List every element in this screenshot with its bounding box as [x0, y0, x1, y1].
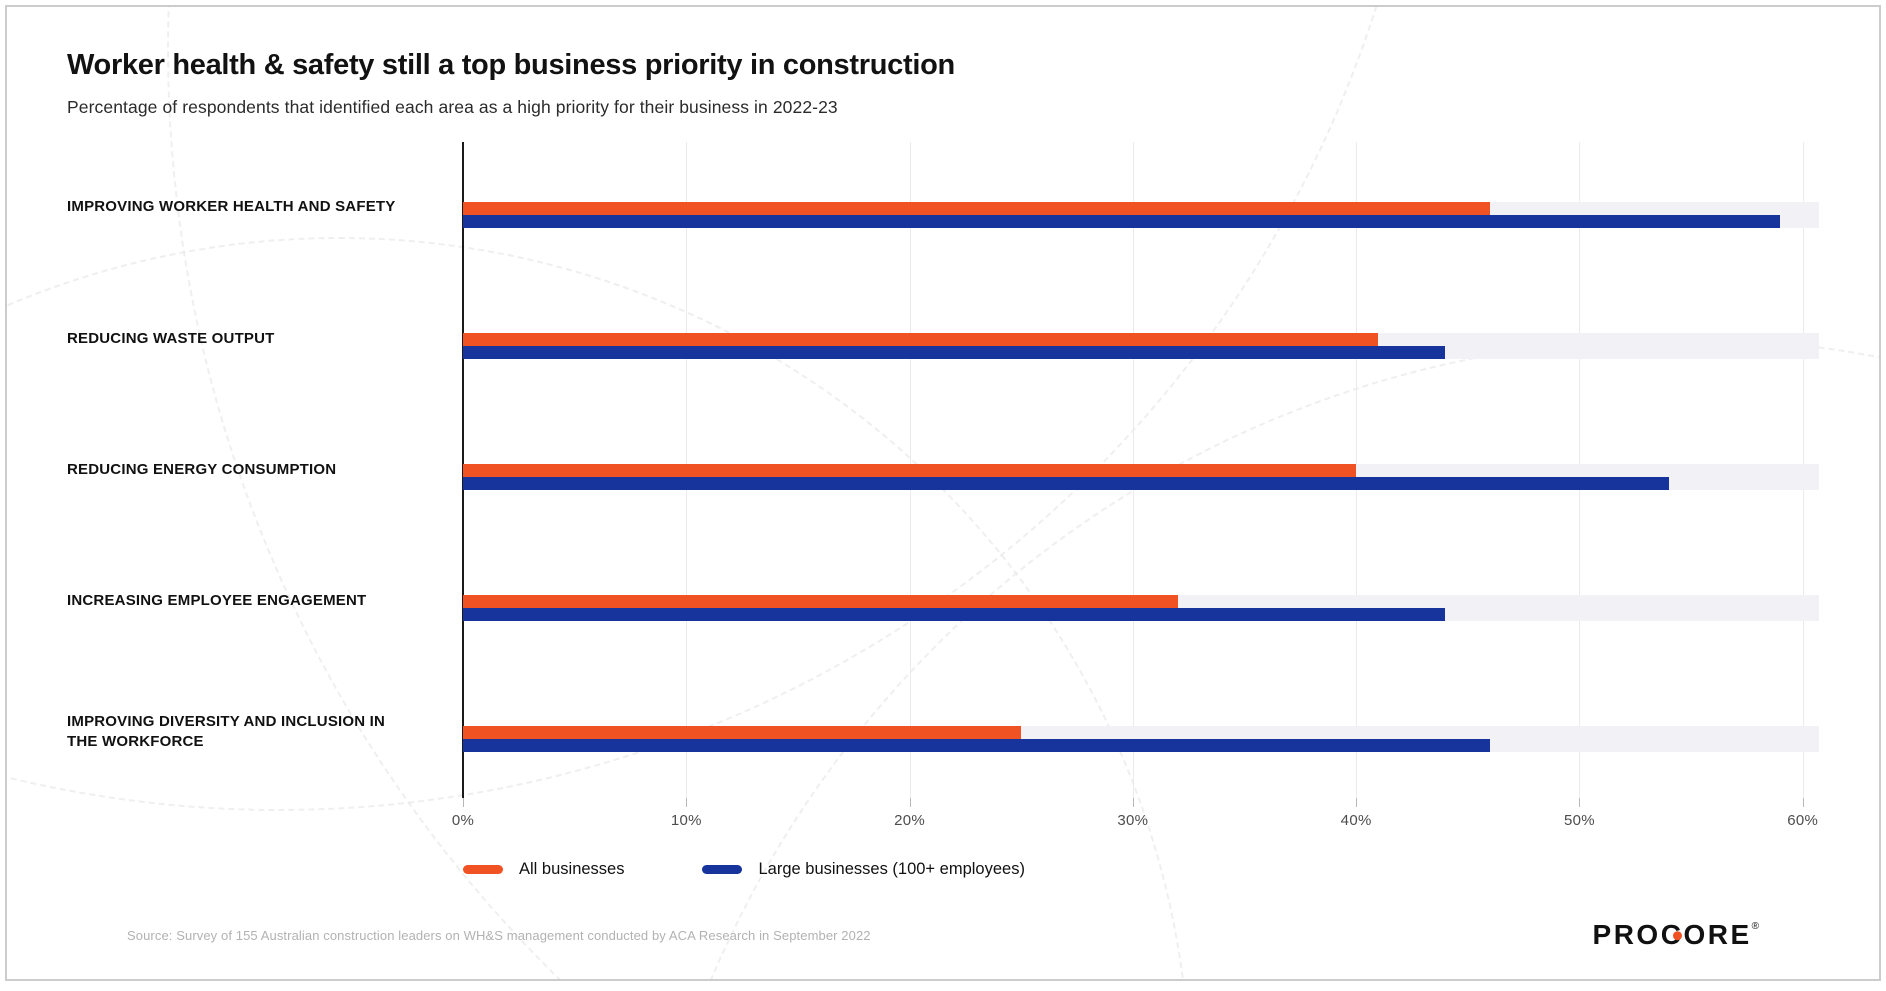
bar-row — [463, 667, 1819, 798]
bar-track — [463, 202, 1819, 215]
bar-all-businesses — [463, 464, 1356, 477]
grouped-bar-chart: IMPROVING WORKER HEALTH AND SAFETY REDUCI… — [67, 142, 1819, 798]
logo-letter-c: C — [1661, 921, 1684, 949]
axis-tick-mark — [1803, 798, 1804, 807]
category-label: REDUCING ENERGY CONSUMPTION — [67, 460, 336, 480]
bar-rows — [463, 142, 1819, 798]
bar-all-businesses — [463, 202, 1490, 215]
legend-label: Large businesses (100+ employees) — [758, 860, 1024, 879]
legend-item: All businesses — [463, 860, 624, 879]
category-label: IMPROVING WORKER HEALTH AND SAFETY — [67, 197, 395, 217]
bar-track — [463, 333, 1819, 346]
bar-track — [463, 739, 1819, 752]
bar-track — [463, 477, 1819, 490]
logo-orange-dot — [1673, 931, 1682, 940]
axis-tick-label: 30% — [1117, 812, 1148, 829]
axis-tick-label: 20% — [894, 812, 925, 829]
bar-track — [463, 346, 1819, 359]
bar-row — [463, 404, 1819, 535]
legend-swatch — [463, 865, 503, 874]
bar-all-businesses — [463, 595, 1178, 608]
axis-tick-label: 50% — [1564, 812, 1595, 829]
source-note: Source: Survey of 155 Australian constru… — [127, 928, 871, 943]
axis-tick-mark — [463, 798, 464, 807]
bar-row — [463, 536, 1819, 667]
registered-mark: ® — [1752, 922, 1759, 932]
axis-tick-label: 10% — [671, 812, 702, 829]
legend-label: All businesses — [519, 860, 624, 879]
bar-track — [463, 608, 1819, 621]
bar-large-businesses-100-employees- — [463, 346, 1445, 359]
bar-large-businesses-100-employees- — [463, 608, 1445, 621]
logo-text-post: ORE — [1683, 921, 1751, 949]
legend-swatch — [702, 865, 742, 874]
category-label: IMPROVING DIVERSITY AND INCLUSION IN THE… — [67, 712, 397, 753]
bar-large-businesses-100-employees- — [463, 739, 1490, 752]
bar-track — [463, 726, 1819, 739]
axis-tick-mark — [1579, 798, 1580, 807]
axis-tick-label: 0% — [452, 812, 474, 829]
legend-item: Large businesses (100+ employees) — [702, 860, 1024, 879]
bar-track — [463, 464, 1819, 477]
bar-row — [463, 273, 1819, 404]
bar-large-businesses-100-employees- — [463, 215, 1780, 228]
axis-tick-mark — [1133, 798, 1134, 807]
bar-all-businesses — [463, 726, 1021, 739]
axis-tick-label: 60% — [1787, 812, 1818, 829]
category-label: REDUCING WASTE OUTPUT — [67, 329, 275, 349]
page-subtitle: Percentage of respondents that identifie… — [67, 97, 1819, 118]
infographic-card: Worker health & safety still a top busin… — [5, 5, 1881, 981]
axis-tick-mark — [686, 798, 687, 807]
bar-all-businesses — [463, 333, 1378, 346]
bar-large-businesses-100-employees- — [463, 477, 1669, 490]
plot-area — [463, 142, 1819, 798]
x-axis: 0%10%20%30%40%50%60% — [463, 798, 1819, 844]
bar-row — [463, 142, 1819, 273]
footer: Source: Survey of 155 Australian constru… — [127, 921, 1759, 949]
logo-text-pre: PRO — [1593, 921, 1661, 949]
bar-track — [463, 215, 1819, 228]
chart-legend: All businesses Large businesses (100+ emp… — [463, 860, 1819, 879]
category-labels-column: IMPROVING WORKER HEALTH AND SAFETY REDUCI… — [67, 142, 463, 798]
axis-tick-mark — [1356, 798, 1357, 807]
axis-tick-label: 40% — [1341, 812, 1372, 829]
page-title: Worker health & safety still a top busin… — [67, 7, 1819, 82]
category-label: INCREASING EMPLOYEE ENGAGEMENT — [67, 591, 366, 611]
axis-tick-mark — [910, 798, 911, 807]
bar-track — [463, 595, 1819, 608]
